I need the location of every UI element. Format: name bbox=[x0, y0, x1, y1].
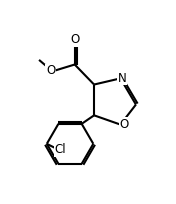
Text: Cl: Cl bbox=[54, 143, 66, 156]
Text: O: O bbox=[120, 118, 129, 131]
Text: O: O bbox=[70, 33, 79, 46]
Text: N: N bbox=[118, 72, 126, 85]
Text: O: O bbox=[46, 64, 55, 77]
